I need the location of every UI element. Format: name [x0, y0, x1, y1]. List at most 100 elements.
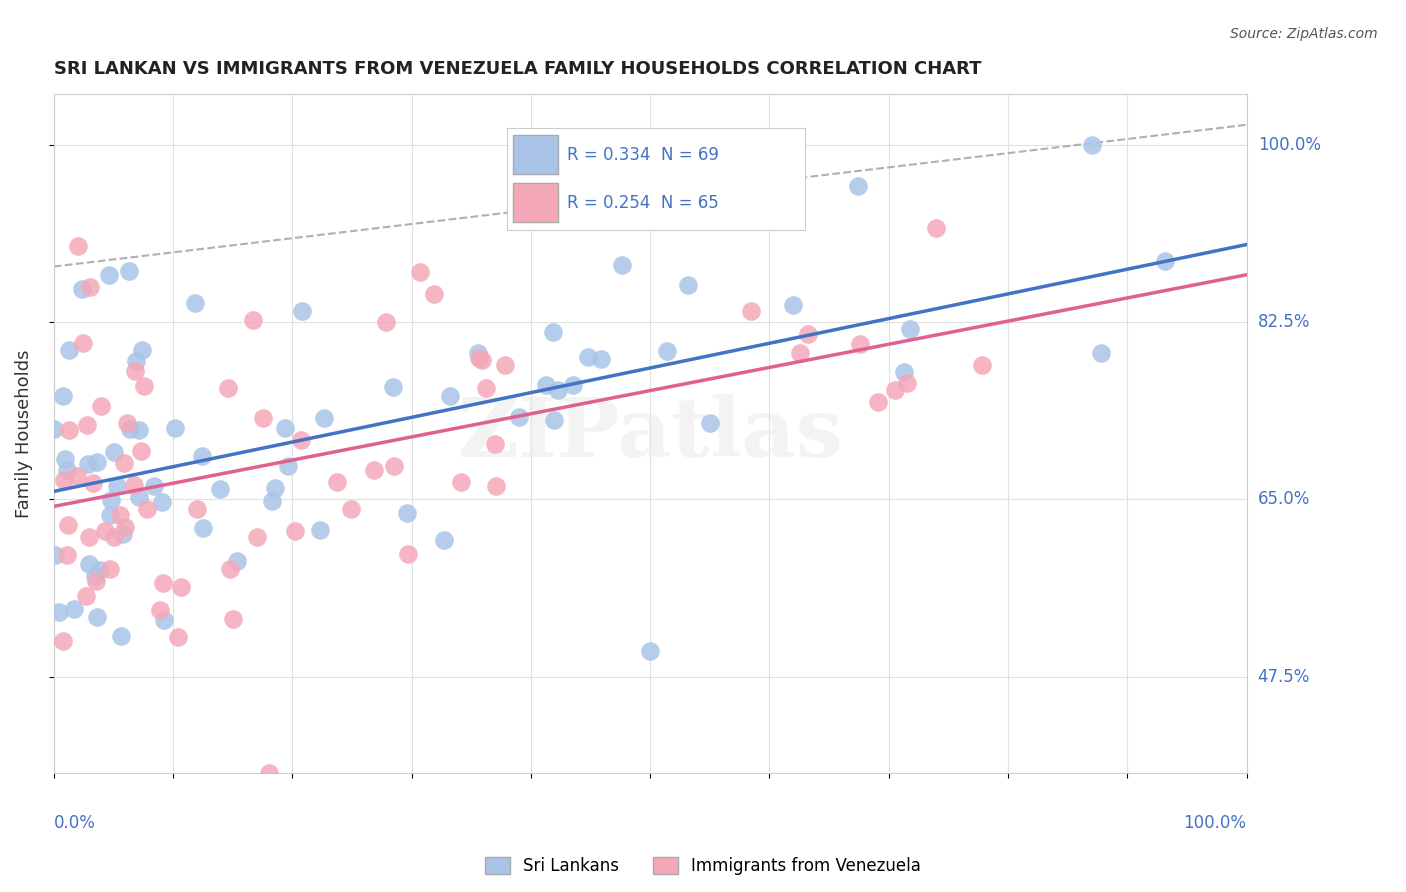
Point — [142, 479, 165, 493]
Point — [246, 530, 269, 544]
Point — [543, 413, 565, 427]
Point — [655, 344, 678, 359]
Point — [896, 376, 918, 390]
Point — [76, 417, 98, 432]
Point — [84, 569, 107, 583]
Point — [257, 765, 280, 780]
Point — [77, 530, 100, 544]
Point — [471, 353, 494, 368]
Point — [291, 304, 314, 318]
Point — [100, 493, 122, 508]
Point — [97, 268, 120, 283]
Point — [56, 463, 79, 477]
Point — [884, 384, 907, 398]
Point — [467, 346, 489, 360]
Point — [191, 521, 214, 535]
Text: ZIPatlas: ZIPatlas — [457, 393, 844, 474]
Point — [900, 322, 922, 336]
Point — [72, 336, 94, 351]
Point — [541, 325, 564, 339]
Point — [79, 280, 101, 294]
Point — [56, 548, 79, 562]
Point — [262, 494, 284, 508]
Point — [699, 416, 721, 430]
Point — [110, 508, 132, 523]
Point — [86, 455, 108, 469]
Text: 65.0%: 65.0% — [1258, 491, 1310, 508]
Point — [868, 395, 890, 409]
Text: 100.0%: 100.0% — [1184, 814, 1247, 832]
Point — [76, 457, 98, 471]
Point — [508, 409, 530, 424]
Point — [65, 468, 87, 483]
Point — [58, 423, 80, 437]
Point — [534, 378, 557, 392]
Point — [252, 411, 274, 425]
Point — [52, 389, 75, 403]
Point — [152, 575, 174, 590]
Point — [115, 416, 138, 430]
Point — [1154, 254, 1177, 268]
Point — [42, 421, 65, 435]
Point — [84, 574, 107, 589]
Point — [77, 557, 100, 571]
Point — [183, 296, 205, 310]
Point — [494, 358, 516, 372]
Point — [53, 452, 76, 467]
Point — [128, 490, 150, 504]
Point — [409, 265, 432, 279]
Point — [284, 524, 307, 538]
Point — [740, 303, 762, 318]
Point — [1080, 138, 1102, 153]
Point — [48, 606, 70, 620]
Point — [129, 444, 152, 458]
Point — [576, 350, 599, 364]
Point — [94, 524, 117, 538]
Point — [225, 554, 247, 568]
Point — [100, 508, 122, 522]
Point — [66, 239, 89, 253]
Point — [90, 399, 112, 413]
Point — [676, 277, 699, 292]
Point — [290, 433, 312, 447]
Point — [782, 298, 804, 312]
Point — [314, 410, 336, 425]
Point — [134, 378, 156, 392]
Point — [375, 315, 398, 329]
Point — [382, 458, 405, 473]
Point — [450, 475, 472, 489]
Point — [363, 462, 385, 476]
Text: 82.5%: 82.5% — [1258, 313, 1310, 331]
Point — [58, 343, 80, 357]
Point — [217, 381, 239, 395]
Point — [110, 629, 132, 643]
Text: Source: ZipAtlas.com: Source: ZipAtlas.com — [1230, 27, 1378, 41]
Point — [433, 533, 456, 547]
Point — [925, 221, 948, 235]
Y-axis label: Family Households: Family Households — [15, 350, 32, 518]
Point — [114, 520, 136, 534]
Point — [167, 630, 190, 644]
Point — [610, 258, 633, 272]
Point — [52, 634, 75, 648]
Point — [56, 517, 79, 532]
Point — [135, 502, 157, 516]
Text: 100.0%: 100.0% — [1258, 136, 1320, 154]
Point — [789, 346, 811, 360]
Point — [86, 609, 108, 624]
Legend: Sri Lankans, Immigrants from Venezuela: Sri Lankans, Immigrants from Venezuela — [477, 849, 929, 884]
Point — [485, 479, 508, 493]
Point — [103, 530, 125, 544]
Point — [849, 336, 872, 351]
Point — [103, 444, 125, 458]
Point — [562, 377, 585, 392]
Point — [797, 326, 820, 341]
Point — [308, 523, 330, 537]
Point — [242, 313, 264, 327]
Point — [423, 287, 446, 301]
Point — [222, 612, 245, 626]
Point — [128, 423, 150, 437]
Point — [209, 482, 232, 496]
Point — [111, 527, 134, 541]
Point — [120, 422, 142, 436]
